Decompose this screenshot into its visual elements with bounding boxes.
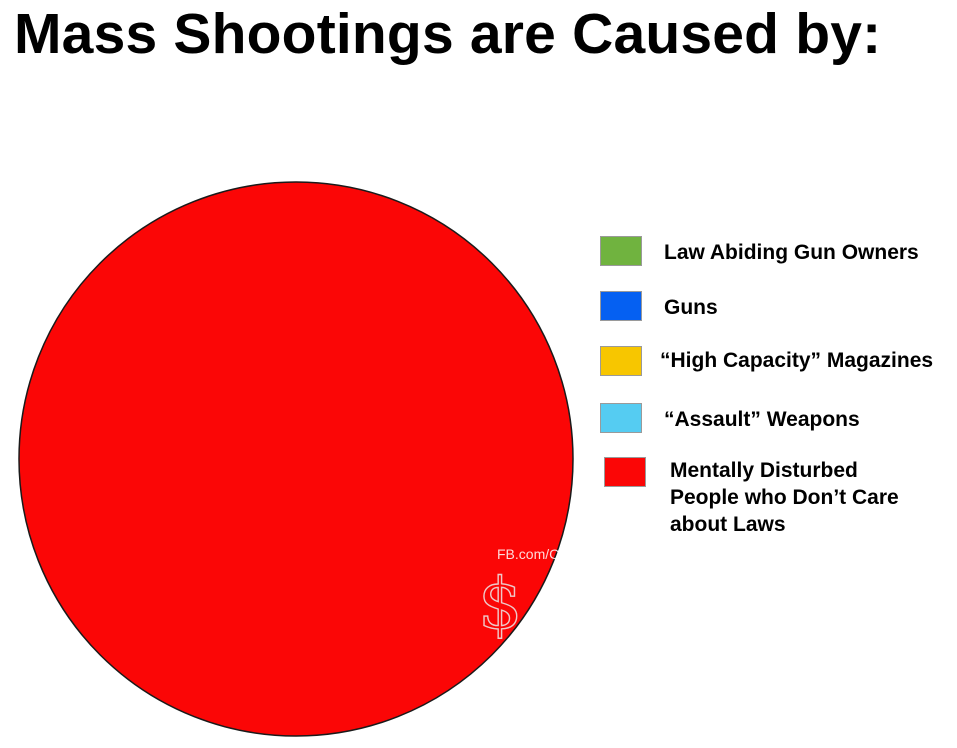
chart-title: Mass Shootings are Caused by: bbox=[14, 2, 882, 66]
pie-slice bbox=[18, 181, 574, 737]
watermark-text: FB.com/Capitalists bbox=[497, 546, 614, 562]
dollar-logo-icon: $ bbox=[477, 563, 523, 645]
